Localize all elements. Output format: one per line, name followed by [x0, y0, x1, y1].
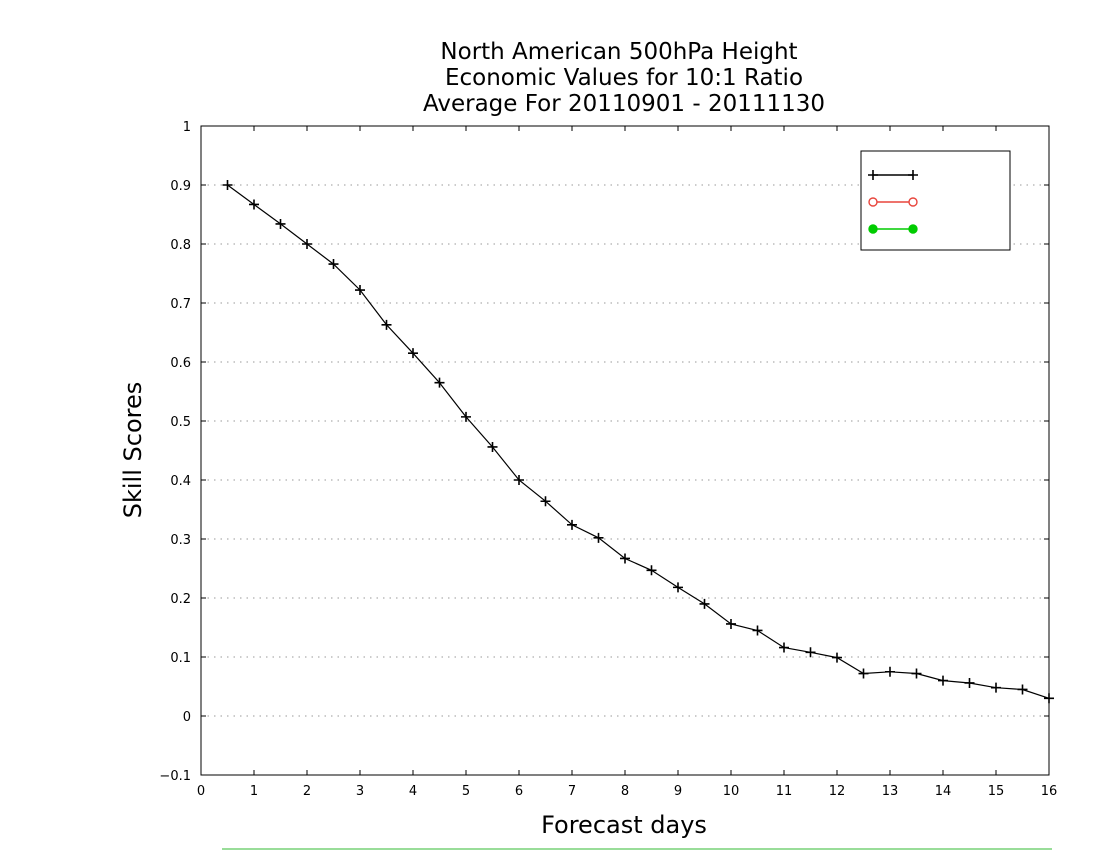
- x-tick-label: 8: [621, 784, 629, 799]
- data-point: [646, 565, 657, 576]
- data-point: [858, 668, 869, 679]
- x-tick-label: 15: [988, 784, 1005, 799]
- data-point: [434, 377, 445, 388]
- y-tick-label: 0.7: [170, 297, 191, 312]
- data-point: [487, 441, 498, 452]
- data-point: [328, 259, 339, 270]
- data-point: [540, 496, 551, 507]
- x-tick-label: 2: [303, 784, 311, 799]
- data-point: [567, 519, 577, 530]
- data-point: [699, 598, 710, 609]
- y-tick-label: 0.9: [170, 179, 191, 194]
- y-tick-label: 0.1: [170, 651, 191, 666]
- data-point: [222, 180, 233, 190]
- y-axis-label: Skill Scores: [119, 382, 147, 519]
- data-point: [408, 348, 418, 359]
- x-tick-label: 0: [197, 784, 205, 799]
- plot-frame: [200, 125, 1050, 776]
- x-tick-label: 4: [409, 784, 417, 799]
- data-point: [964, 677, 975, 688]
- grid-lines: [201, 184, 1049, 717]
- x-tick-label: 11: [776, 784, 793, 799]
- y-axis-ticks: −0.1 0 0.1 0.2 0.3 0.4 0.5 0.6 0.7 0.8 0.9 1: [159, 120, 1049, 784]
- x-tick-label: 12: [829, 784, 846, 799]
- data-point: [938, 675, 948, 686]
- data-point: [1017, 684, 1028, 695]
- chart-title-line-3: Average For 20110901 - 20111130: [423, 91, 825, 117]
- legend: [860, 150, 1011, 251]
- data-point: [302, 239, 312, 249]
- data-point: [249, 199, 259, 210]
- legend-marker: [908, 197, 918, 207]
- y-tick-label: −0.1: [159, 769, 191, 784]
- x-axis-ticks: 0 1 2 3 4 5 6 7 8 9 10 11 12 13 14 15 16: [197, 126, 1057, 799]
- legend-item-2: [868, 197, 918, 207]
- data-point: [779, 642, 789, 653]
- data-point: [991, 682, 1001, 693]
- legend-marker: [868, 197, 878, 207]
- series-1: [222, 180, 1054, 704]
- chart-title-line-1: North American 500hPa Height: [440, 39, 797, 65]
- y-tick-label: 0.3: [170, 533, 191, 548]
- x-tick-label: 3: [356, 784, 364, 799]
- legend-marker: [908, 170, 918, 180]
- x-tick-label: 16: [1041, 784, 1058, 799]
- series-line: [227, 184, 1050, 699]
- data-point: [620, 553, 630, 564]
- data-point: [593, 532, 604, 543]
- x-tick-label: 13: [882, 784, 899, 799]
- chart-title: North American 500hPa Height Economic Va…: [423, 39, 825, 117]
- y-tick-label: 0.2: [170, 592, 191, 607]
- data-point: [1044, 693, 1054, 704]
- x-axis-label: Forecast days: [541, 811, 707, 839]
- x-tick-label: 14: [935, 784, 952, 799]
- legend-item-1: [868, 170, 918, 180]
- data-point: [355, 285, 365, 296]
- y-tick-label: 0.6: [170, 356, 191, 371]
- y-tick-label: 1: [183, 120, 191, 135]
- x-tick-label: 5: [462, 784, 470, 799]
- y-tick-label: 0.8: [170, 238, 191, 253]
- series-group: [222, 180, 1054, 704]
- legend-box: [860, 150, 1011, 251]
- legend-item-3: [868, 224, 918, 234]
- data-point: [805, 647, 816, 658]
- data-point: [275, 218, 286, 229]
- data-point: [514, 475, 524, 485]
- data-point: [461, 411, 471, 422]
- y-tick-label: 0.4: [170, 474, 191, 489]
- legend-marker: [868, 170, 878, 180]
- y-tick-label: 0.5: [170, 415, 191, 430]
- data-point: [832, 652, 842, 663]
- x-tick-label: 9: [674, 784, 682, 799]
- data-point: [381, 319, 392, 330]
- data-point: [673, 582, 683, 593]
- chart-title-line-2: Economic Values for 10:1 Ratio: [445, 65, 803, 91]
- data-point: [911, 668, 922, 679]
- legend-marker: [868, 224, 878, 234]
- legend-items: [868, 170, 918, 234]
- data-point: [885, 666, 895, 677]
- y-tick-label: 0: [183, 710, 191, 725]
- x-tick-label: 10: [723, 784, 740, 799]
- data-point: [726, 618, 736, 629]
- x-tick-label: 7: [568, 784, 576, 799]
- legend-marker: [908, 224, 918, 234]
- data-point: [752, 625, 763, 636]
- x-tick-label: 1: [250, 784, 258, 799]
- x-tick-label: 6: [515, 784, 523, 799]
